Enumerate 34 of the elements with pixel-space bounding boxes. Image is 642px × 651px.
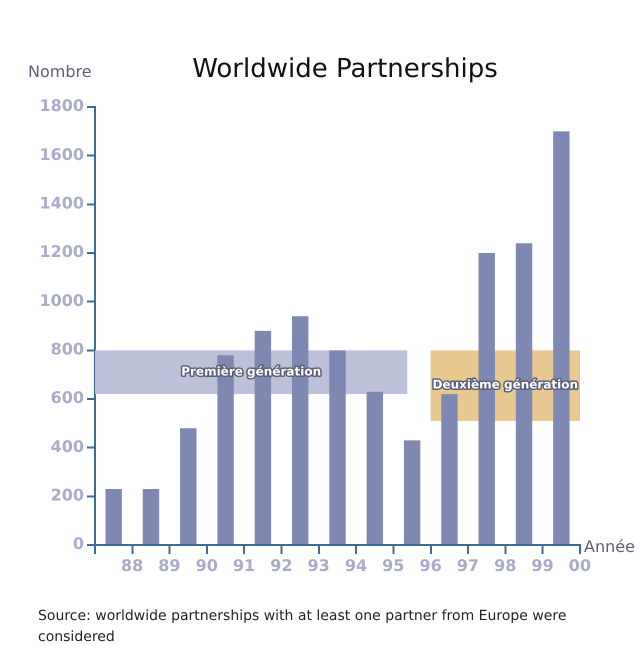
x-tick-label: 97 xyxy=(456,556,480,575)
x-tick-label: 99 xyxy=(531,556,554,575)
y-tick-label: 800 xyxy=(50,339,84,358)
y-tick-label: 1800 xyxy=(39,96,84,116)
bar xyxy=(142,489,160,544)
bar xyxy=(105,489,122,544)
chart-title: Worldwide Partnerships xyxy=(192,54,498,84)
bar xyxy=(329,350,346,544)
x-tick-label: 93 xyxy=(308,556,330,575)
x-axis-title: Année xyxy=(584,537,635,556)
x-tick-label: 00 xyxy=(568,556,591,575)
bar xyxy=(404,440,420,544)
source-note: Source: worldwide partnerships with at least one partner from Europe were considered xyxy=(38,607,568,647)
x-tick-label: 98 xyxy=(494,556,516,575)
y-tick-label: 1400 xyxy=(39,193,84,212)
x-tick-label: 91 xyxy=(232,556,256,575)
y-tick-label: 1200 xyxy=(39,242,84,262)
x-tick-label: 95 xyxy=(382,556,404,575)
y-tick-label: 200 xyxy=(50,485,84,504)
y-axis-title: Nombre xyxy=(28,62,92,82)
bar xyxy=(180,428,196,544)
bar xyxy=(366,392,384,544)
bar xyxy=(441,394,458,544)
y-tick-label: 1600 xyxy=(39,144,84,164)
x-tick-label: 90 xyxy=(196,556,218,575)
x-tick-label: 96 xyxy=(419,556,442,575)
y-tick-label: 400 xyxy=(50,436,84,456)
x-tick-label: 94 xyxy=(344,556,368,575)
y-tick-label: 1000 xyxy=(39,290,84,310)
y-tick-label: 600 xyxy=(50,388,84,408)
x-tick-label: 88 xyxy=(120,556,144,575)
y-tick-label: 0 xyxy=(72,534,84,554)
x-tick-label: 89 xyxy=(158,556,181,575)
x-tick-label: 92 xyxy=(270,556,292,575)
